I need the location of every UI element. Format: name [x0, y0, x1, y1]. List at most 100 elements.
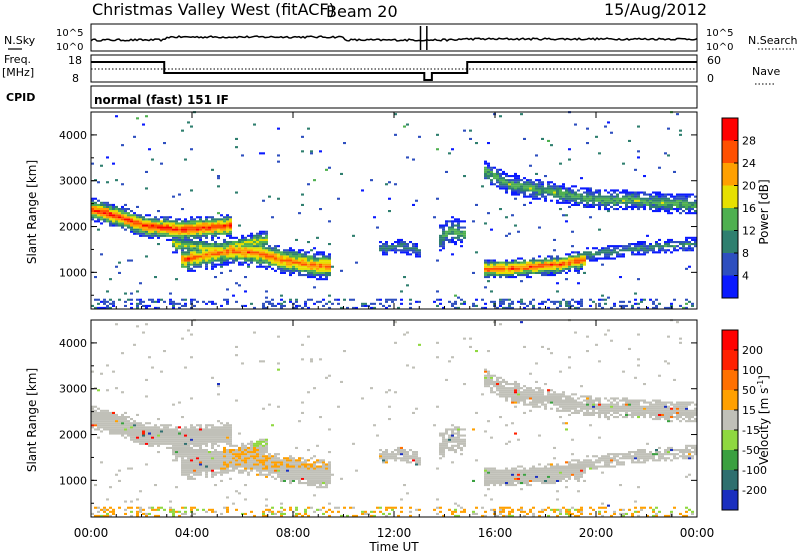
power-cell — [250, 249, 253, 251]
power-cell — [436, 198, 439, 200]
power-cell — [661, 202, 664, 204]
power-cell — [313, 253, 316, 255]
velocity-cell — [139, 509, 142, 511]
velocity-cell — [310, 484, 313, 486]
power-cell — [373, 216, 376, 218]
power-cell — [211, 216, 214, 218]
velocity-cell — [238, 492, 241, 494]
power-cell — [490, 260, 493, 262]
power-cell — [658, 303, 661, 305]
power-cell — [193, 218, 196, 220]
velocity-cell — [535, 474, 538, 476]
power-cell — [310, 272, 313, 274]
power-cell — [568, 200, 571, 202]
velocity-cell — [274, 472, 277, 474]
power-cell — [448, 239, 451, 241]
velocity-cell — [451, 511, 454, 513]
velocity-cell — [241, 459, 244, 461]
velocity-cell — [256, 445, 259, 447]
velocity-cell — [139, 422, 142, 424]
power-cell — [106, 305, 109, 307]
power-cell — [679, 130, 682, 132]
power-cell — [139, 218, 142, 220]
velocity-cell — [223, 451, 226, 453]
power-cell — [640, 249, 643, 251]
power-cell — [547, 185, 550, 187]
power-cell — [100, 253, 103, 255]
velocity-cell — [202, 466, 205, 468]
velocity-cell — [97, 511, 100, 513]
power-cell — [544, 200, 547, 202]
velocity-cell — [193, 478, 196, 480]
power-cell — [289, 258, 292, 260]
power-cell — [127, 260, 130, 262]
velocity-cell — [448, 509, 451, 511]
velocity-cell — [184, 437, 187, 439]
power-cell — [601, 249, 604, 251]
power-cell — [556, 268, 559, 270]
power-cell — [529, 181, 532, 183]
power-cell — [559, 303, 562, 305]
velocity-cell — [547, 480, 550, 482]
power-cell — [553, 272, 556, 274]
power-cell — [304, 301, 307, 303]
power-cell — [568, 255, 571, 257]
velocity-cell — [484, 430, 487, 432]
velocity-cell — [280, 478, 283, 480]
power-cell — [409, 241, 412, 243]
velocity-cell — [313, 484, 316, 486]
velocity-cell — [319, 480, 322, 482]
velocity-cell — [181, 513, 184, 515]
power-cell — [574, 192, 577, 194]
velocity-cell — [463, 338, 466, 340]
power-cell — [625, 208, 628, 210]
power-cell — [94, 206, 97, 208]
power-cell — [277, 249, 280, 251]
power-cell — [514, 185, 517, 187]
velocity-cell — [160, 424, 163, 426]
velocity-cell — [235, 400, 238, 402]
velocity-cell — [223, 435, 226, 437]
power-cell — [256, 260, 259, 262]
power-cell — [265, 268, 268, 270]
power-cell — [103, 216, 106, 218]
velocity-cell — [304, 472, 307, 474]
velocity-cell — [292, 468, 295, 470]
velocity-cell — [184, 445, 187, 447]
velocity-cell — [445, 379, 448, 381]
power-cell — [268, 266, 271, 268]
power-cell — [577, 196, 580, 198]
power-cell — [664, 251, 667, 253]
velocity-cell — [241, 472, 244, 474]
velocity-cell — [214, 430, 217, 432]
power-cell — [541, 274, 544, 276]
power-cell — [190, 253, 193, 255]
power-cell — [196, 229, 199, 231]
velocity-cell — [211, 466, 214, 468]
power-cell — [280, 264, 283, 266]
power-cell — [691, 305, 694, 307]
velocity-cell — [286, 476, 289, 478]
power-cell — [250, 258, 253, 260]
power-cell — [391, 249, 394, 251]
power-cell — [604, 251, 607, 253]
power-cell — [157, 229, 160, 231]
velocity-cell — [532, 474, 535, 476]
velocity-cell — [256, 447, 259, 449]
velocity-cell — [451, 449, 454, 451]
velocity-cell — [202, 449, 205, 451]
power-cell — [601, 299, 604, 301]
power-cell — [124, 218, 127, 220]
velocity-cell — [163, 437, 166, 439]
power-cell — [418, 253, 421, 255]
power-cell — [235, 192, 238, 194]
power-cell — [121, 227, 124, 229]
velocity-cell — [547, 482, 550, 484]
velocity-cell — [400, 457, 403, 459]
velocity-cell — [394, 449, 397, 451]
velocity-cell — [199, 437, 202, 439]
power-cell — [274, 253, 277, 255]
power-cell — [271, 303, 274, 305]
velocity-cell — [445, 433, 448, 435]
velocity-cell — [316, 461, 319, 463]
